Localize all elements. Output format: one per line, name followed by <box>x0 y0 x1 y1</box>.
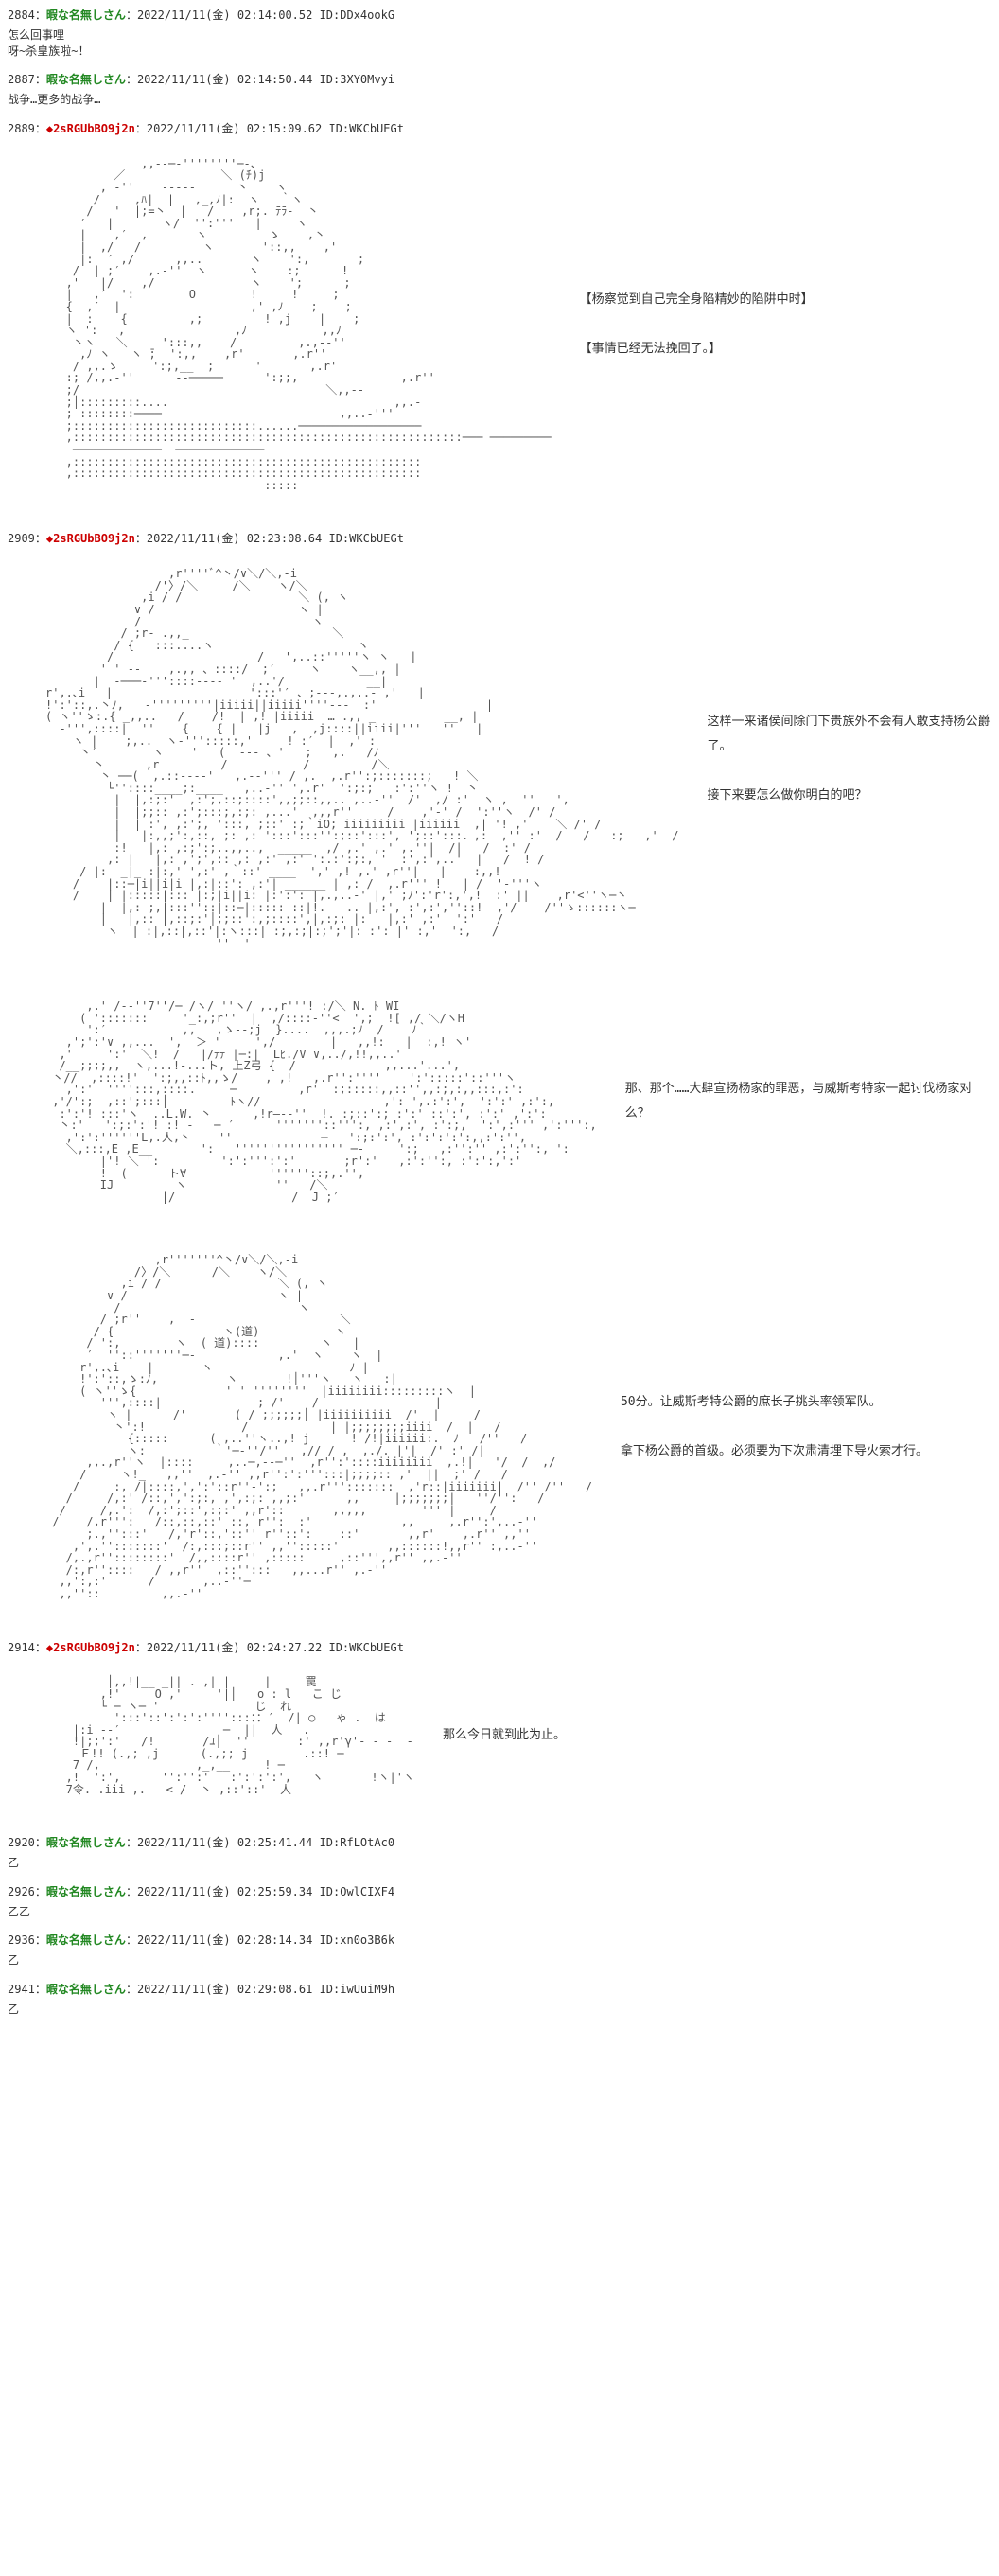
post-id: ID:3XY0Mvyi <box>320 73 394 86</box>
post: 2884：暇な名無しさん：2022/11/11(金) 02:14:00.52 I… <box>8 8 991 59</box>
post-header: 2889：◆2sRGUbBO9j2n：2022/11/11(金) 02:15:0… <box>8 121 991 137</box>
ascii-art-caption: 50分。让威斯考特公爵的庶长子挑头率领军队。 拿下杨公爵的首级。必须要为下次肃清… <box>621 1390 928 1464</box>
ascii-art-caption: 【杨察觉到自己完全身陷精妙的陷阱中时】 【事情已经无法挽回了。】 <box>580 288 814 362</box>
post: 2914：◆2sRGUbBO9j2n：2022/11/11(金) 02:24:2… <box>8 1640 991 1808</box>
ascii-art: ,r'''''''^丶/∨＼/＼,-i /〉/＼ /＼ ヽ/＼ ,i / / ＼… <box>45 1254 592 1599</box>
post-date: 2022/11/11(金) 02:29:08.61 <box>137 1983 320 1996</box>
post-id: ID:xn0o3B6k <box>320 1933 394 1947</box>
ascii-art-block: │,,!|__ _|| . ,| | | 罠 ,!' O ,' '|│ o : … <box>45 1665 991 1807</box>
post: ,r'''''''^丶/∨＼/＼,-i /〉/＼ /＼ ヽ/＼ ,i / / ＼… <box>8 1243 991 1611</box>
post-body: 乙 <box>8 1952 991 1968</box>
ascii-art-caption: 那么今日就到此为止。 <box>443 1723 566 1748</box>
post-header: 2941：暇な名無しさん：2022/11/11(金) 02:29:08.61 I… <box>8 1982 991 1998</box>
post-username: 暇な名無しさん <box>46 1836 126 1849</box>
ascii-art-block: ,.' /--''7''/─ /ヽ/ ''ヽ/ ,.,r'''! :/＼ N. … <box>45 989 991 1214</box>
post-date: 2022/11/11(金) 02:23:08.64 <box>147 532 329 545</box>
post-body: 乙 <box>8 2002 991 2018</box>
post-number[interactable]: 2941 <box>8 1983 35 1996</box>
post-username: 暇な名無しさん <box>46 1983 126 1996</box>
post: 2941：暇な名無しさん：2022/11/11(金) 02:29:08.61 I… <box>8 1982 991 2018</box>
post-number[interactable]: 2909 <box>8 532 35 545</box>
post-id: ID:DDx4ookG <box>320 9 394 22</box>
post-id: ID:iwUuiM9h <box>320 1983 394 1996</box>
post: 2926：暇な名無しさん：2022/11/11(金) 02:25:59.34 I… <box>8 1884 991 1920</box>
ascii-art: ,.' /--''7''/─ /ヽ/ ''ヽ/ ,.,r'''! :/＼ N. … <box>45 1000 597 1203</box>
post-username: 暇な名無しさん <box>46 73 126 86</box>
post-header: 2936：暇な名無しさん：2022/11/11(金) 02:28:14.34 I… <box>8 1932 991 1949</box>
post-number[interactable]: 2936 <box>8 1933 35 1947</box>
post-header: 2887：暇な名無しさん：2022/11/11(金) 02:14:50.44 I… <box>8 72 991 88</box>
post-date: 2022/11/11(金) 02:15:09.62 <box>147 122 329 135</box>
post-number[interactable]: 2914 <box>8 1641 35 1654</box>
post-header: 2926：暇な名無しさん：2022/11/11(金) 02:25:59.34 I… <box>8 1884 991 1900</box>
post-number[interactable]: 2884 <box>8 9 35 22</box>
post-date: 2022/11/11(金) 02:28:14.34 <box>137 1933 320 1947</box>
post-tripcode: ◆2sRGUbBO9j2n <box>46 1641 135 1654</box>
post-number[interactable]: 2926 <box>8 1885 35 1898</box>
post-date: 2022/11/11(金) 02:25:41.44 <box>137 1836 320 1849</box>
post-date: 2022/11/11(金) 02:14:50.44 <box>137 73 320 86</box>
post-header: 2909：◆2sRGUbBO9j2n：2022/11/11(金) 02:23:0… <box>8 531 991 547</box>
post-tripcode: ◆2sRGUbBO9j2n <box>46 122 135 135</box>
post-date: 2022/11/11(金) 02:25:59.34 <box>137 1885 320 1898</box>
ascii-art: ,,--─-''''''''─-、 ／ ＼ (ﾁ)j , -'' -‐‐-‐ 丶… <box>45 158 552 492</box>
post-number[interactable]: 2920 <box>8 1836 35 1849</box>
post: 2920：暇な名無しさん：2022/11/11(金) 02:25:41.44 I… <box>8 1835 991 1871</box>
ascii-art-block: ,,--─-''''''''─-、 ／ ＼ (ﾁ)j , -'' -‐‐-‐ 丶… <box>45 147 991 503</box>
ascii-art: │,,!|__ _|| . ,| | | 罠 ,!' O ,' '|│ o : … <box>45 1676 414 1795</box>
post-header: 2884：暇な名無しさん：2022/11/11(金) 02:14:00.52 I… <box>8 8 991 24</box>
post-date: 2022/11/11(金) 02:24:27.22 <box>147 1641 329 1654</box>
post-tripcode: ◆2sRGUbBO9j2n <box>46 532 135 545</box>
post-body: 乙 <box>8 1855 991 1871</box>
post-id: ID:WKCbUEGt <box>328 532 403 545</box>
post-body: 战争…更多的战争… <box>8 92 991 108</box>
post-username: 暇な名無しさん <box>46 1933 126 1947</box>
post-header: 2914：◆2sRGUbBO9j2n：2022/11/11(金) 02:24:2… <box>8 1640 991 1656</box>
post-id: ID:OwlCIXF4 <box>320 1885 394 1898</box>
post-body: 怎么回事哩 呀~杀皇族啦~！ <box>8 27 991 60</box>
ascii-art-block: ,r'''''''^丶/∨＼/＼,-i /〉/＼ /＼ ヽ/＼ ,i / / ＼… <box>45 1243 991 1611</box>
post: 2936：暇な名無しさん：2022/11/11(金) 02:28:14.34 I… <box>8 1932 991 1968</box>
post-id: ID:WKCbUEGt <box>328 1641 403 1654</box>
ascii-art-caption: 这样一来诸侯间除门下贵族外不会有人敢支持杨公爵了。 接下来要怎么做你明白的吧？ <box>707 710 991 808</box>
post-username: 暇な名無しさん <box>46 9 126 22</box>
post-date: 2022/11/11(金) 02:14:00.52 <box>137 9 320 22</box>
post-id: ID:RfLOtAc0 <box>320 1836 394 1849</box>
post-number[interactable]: 2889 <box>8 122 35 135</box>
ascii-art: ,r''''ﾞ^丶/∨＼/＼,-i /'〉/＼ /＼ ヽ/＼ ,i / / ＼ … <box>45 568 678 949</box>
ascii-art-caption: 那、那个……大肆宣扬杨家的罪恶，与威斯考特家一起讨伐杨家对么？ <box>625 1077 991 1126</box>
post-body: 乙乙 <box>8 1904 991 1920</box>
post: 2889：◆2sRGUbBO9j2n：2022/11/11(金) 02:15:0… <box>8 121 991 503</box>
ascii-art-block: ,r''''ﾞ^丶/∨＼/＼,-i /'〉/＼ /＼ ヽ/＼ ,i / / ＼ … <box>45 556 991 961</box>
post-header: 2920：暇な名無しさん：2022/11/11(金) 02:25:41.44 I… <box>8 1835 991 1851</box>
post-number[interactable]: 2887 <box>8 73 35 86</box>
post: ,.' /--''7''/─ /ヽ/ ''ヽ/ ,.,r'''! :/＼ N. … <box>8 989 991 1214</box>
post-id: ID:WKCbUEGt <box>328 122 403 135</box>
post-username: 暇な名無しさん <box>46 1885 126 1898</box>
post: 2887：暇な名無しさん：2022/11/11(金) 02:14:50.44 I… <box>8 72 991 108</box>
post: 2909：◆2sRGUbBO9j2n：2022/11/11(金) 02:23:0… <box>8 531 991 961</box>
